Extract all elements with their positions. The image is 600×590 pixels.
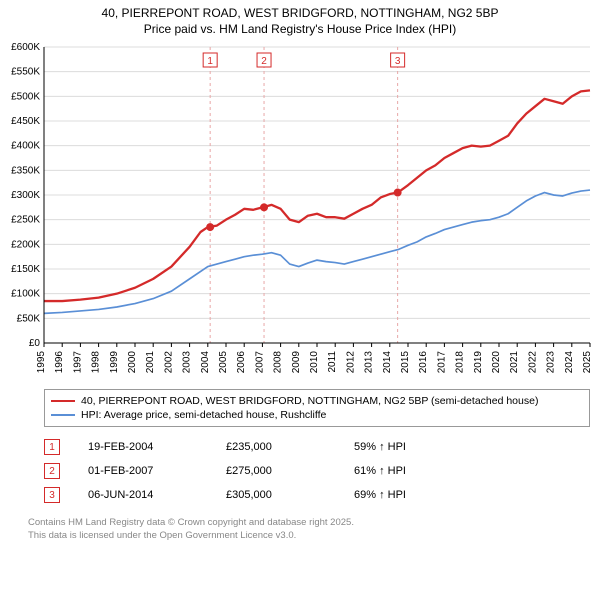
svg-text:£550K: £550K [11, 67, 40, 78]
event-hpi: 59% ↑ HPI [354, 441, 590, 453]
svg-text:1996: 1996 [54, 351, 65, 374]
svg-text:£250K: £250K [11, 215, 40, 226]
svg-text:2010: 2010 [309, 351, 320, 374]
svg-text:2020: 2020 [491, 351, 502, 374]
plot-area: £0 £50K £100K £150K £200K £250K £300K £350K £400… [0, 43, 600, 383]
event-date: 19-FEB-2004 [88, 441, 198, 453]
legend-label-1: 40, PIERREPONT ROAD, WEST BRIDGFORD, NOT… [81, 395, 538, 407]
svg-text:2012: 2012 [345, 351, 356, 374]
event-marker-box: 2 [44, 463, 60, 479]
svg-text:1: 1 [207, 56, 213, 67]
svg-text:2013: 2013 [364, 351, 375, 374]
svg-text:2019: 2019 [473, 351, 484, 374]
title-line-1: 40, PIERREPONT ROAD, WEST BRIDGFORD, NOT… [0, 6, 600, 22]
legend-row-1: 40, PIERREPONT ROAD, WEST BRIDGFORD, NOT… [51, 394, 583, 408]
svg-text:3: 3 [395, 56, 401, 67]
svg-text:£50K: £50K [17, 314, 41, 325]
svg-text:1999: 1999 [109, 351, 120, 374]
event-price: £305,000 [226, 489, 326, 501]
svg-text:£100K: £100K [11, 289, 40, 300]
svg-text:2024: 2024 [564, 351, 575, 374]
event-price: £275,000 [226, 465, 326, 477]
svg-text:2018: 2018 [455, 351, 466, 374]
event-row: 3 06-JUN-2014 £305,000 69% ↑ HPI [44, 483, 590, 507]
event-price: £235,000 [226, 441, 326, 453]
svg-text:£500K: £500K [11, 92, 40, 103]
svg-text:£400K: £400K [11, 141, 40, 152]
svg-text:2004: 2004 [200, 351, 211, 374]
svg-text:£350K: £350K [11, 166, 40, 177]
event-marker-box: 3 [44, 487, 60, 503]
legend: 40, PIERREPONT ROAD, WEST BRIDGFORD, NOT… [44, 389, 590, 427]
svg-text:2021: 2021 [509, 351, 520, 374]
legend-swatch-1 [51, 400, 75, 402]
svg-text:2016: 2016 [418, 351, 429, 374]
svg-text:2003: 2003 [182, 351, 193, 374]
svg-text:2014: 2014 [382, 351, 393, 374]
event-row: 1 19-FEB-2004 £235,000 59% ↑ HPI [44, 435, 590, 459]
svg-text:2006: 2006 [236, 351, 247, 374]
chart-svg: £0 £50K £100K £150K £200K £250K £300K £350K £400… [0, 43, 600, 383]
event-date: 01-FEB-2007 [88, 465, 198, 477]
svg-text:2007: 2007 [254, 351, 265, 374]
svg-text:2008: 2008 [273, 351, 284, 374]
event-marker-box: 1 [44, 439, 60, 455]
svg-text:2: 2 [261, 56, 267, 67]
svg-text:1998: 1998 [91, 351, 102, 374]
legend-label-2: HPI: Average price, semi-detached house,… [81, 409, 326, 421]
event-row: 2 01-FEB-2007 £275,000 61% ↑ HPI [44, 459, 590, 483]
svg-text:1997: 1997 [72, 351, 83, 374]
legend-row-2: HPI: Average price, semi-detached house,… [51, 408, 583, 422]
svg-text:£450K: £450K [11, 116, 40, 127]
svg-text:2023: 2023 [546, 351, 557, 374]
legend-swatch-2 [51, 414, 75, 416]
event-date: 06-JUN-2014 [88, 489, 198, 501]
svg-text:2011: 2011 [327, 351, 338, 373]
svg-text:2022: 2022 [527, 351, 538, 374]
svg-text:2009: 2009 [291, 351, 302, 374]
svg-text:£0: £0 [29, 338, 41, 349]
svg-text:2000: 2000 [127, 351, 138, 374]
footer-line-2: This data is licensed under the Open Gov… [28, 530, 590, 542]
svg-text:2015: 2015 [400, 351, 411, 374]
svg-text:2025: 2025 [582, 351, 593, 374]
chart-container: 40, PIERREPONT ROAD, WEST BRIDGFORD, NOT… [0, 0, 600, 550]
event-hpi: 69% ↑ HPI [354, 489, 590, 501]
svg-text:2002: 2002 [163, 351, 174, 374]
svg-text:2017: 2017 [436, 351, 447, 374]
svg-text:£200K: £200K [11, 240, 40, 251]
svg-text:£600K: £600K [11, 43, 40, 53]
chart-title: 40, PIERREPONT ROAD, WEST BRIDGFORD, NOT… [0, 0, 600, 37]
attribution: Contains HM Land Registry data © Crown c… [28, 517, 590, 550]
title-line-2: Price paid vs. HM Land Registry's House … [0, 22, 600, 38]
svg-text:1995: 1995 [36, 351, 47, 374]
svg-text:2005: 2005 [218, 351, 229, 374]
footer-line-1: Contains HM Land Registry data © Crown c… [28, 517, 590, 529]
events-table: 1 19-FEB-2004 £235,000 59% ↑ HPI 2 01-FEB-200… [44, 435, 590, 507]
svg-text:£300K: £300K [11, 190, 40, 201]
svg-text:£150K: £150K [11, 264, 40, 275]
event-hpi: 61% ↑ HPI [354, 465, 590, 477]
svg-text:2001: 2001 [145, 351, 156, 374]
